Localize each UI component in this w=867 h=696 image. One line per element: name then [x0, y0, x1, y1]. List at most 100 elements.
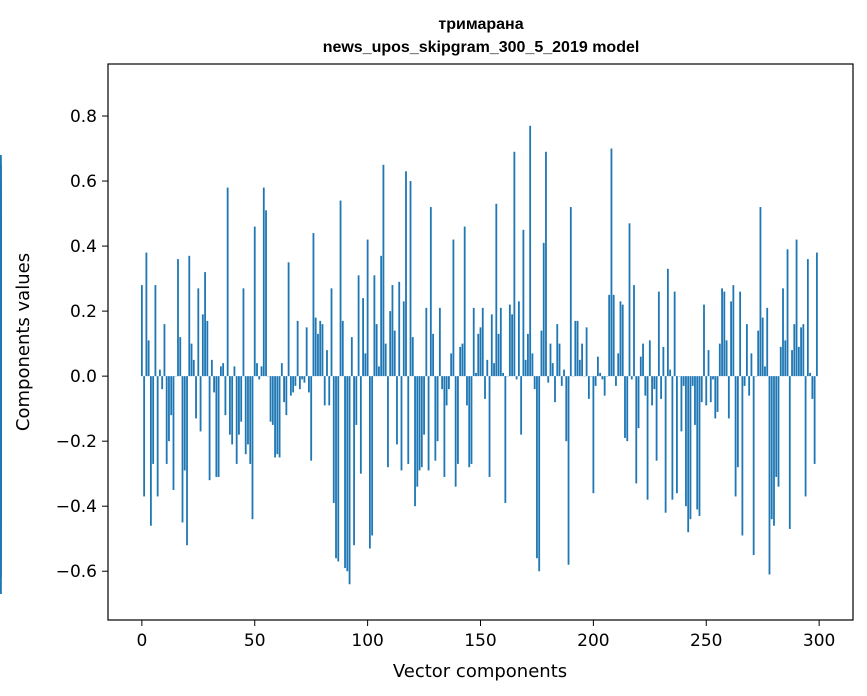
y-tick-label: 0.8	[70, 107, 97, 127]
bar	[569, 207, 572, 377]
bar	[432, 333, 434, 377]
bar	[750, 353, 753, 377]
y-tick-label: 0.0	[70, 367, 97, 387]
bar	[626, 376, 629, 442]
bar	[592, 376, 595, 494]
bar	[644, 376, 647, 396]
bar	[486, 359, 489, 377]
bar	[253, 226, 256, 377]
bar	[669, 369, 672, 377]
bar	[242, 288, 245, 377]
bar	[468, 376, 471, 468]
bar	[574, 320, 577, 377]
bar	[298, 376, 301, 390]
bar	[222, 363, 225, 377]
bar	[140, 285, 143, 377]
bar	[709, 376, 712, 403]
bar	[721, 288, 723, 377]
bar	[258, 376, 261, 380]
bar	[459, 346, 462, 377]
bar	[761, 317, 764, 377]
bar	[524, 359, 527, 377]
bar	[813, 376, 816, 464]
bar	[680, 376, 683, 432]
bar	[707, 350, 710, 377]
bar	[256, 363, 258, 377]
bar	[213, 376, 216, 393]
bar	[508, 304, 511, 377]
bar	[181, 376, 184, 523]
bar	[238, 376, 240, 435]
bar	[179, 337, 182, 377]
bar	[558, 343, 561, 377]
bar	[186, 376, 188, 546]
bar	[208, 376, 211, 481]
bar	[314, 317, 317, 377]
bar	[698, 376, 701, 516]
bar	[682, 376, 685, 386]
bar	[296, 320, 299, 377]
bar	[292, 376, 295, 393]
bar	[310, 376, 313, 461]
bar	[705, 376, 708, 406]
bar	[554, 376, 556, 403]
bar	[409, 181, 412, 377]
bar	[646, 376, 649, 500]
bar	[447, 376, 450, 390]
bar	[608, 294, 611, 377]
bar	[662, 346, 665, 377]
bar	[287, 262, 290, 377]
bar	[757, 330, 760, 377]
bar	[341, 320, 344, 377]
bar	[727, 376, 730, 419]
bar	[484, 376, 486, 399]
bar	[504, 376, 507, 503]
bar	[517, 301, 520, 377]
bar	[797, 346, 800, 377]
bar	[249, 376, 252, 464]
bar	[601, 376, 604, 380]
bar	[149, 376, 152, 526]
bar	[676, 376, 678, 494]
bar	[353, 376, 355, 546]
bar	[648, 340, 651, 377]
bar	[712, 376, 714, 380]
bar	[630, 376, 633, 380]
bar	[188, 255, 191, 377]
bar	[452, 239, 455, 377]
bar	[438, 307, 441, 377]
bar	[515, 376, 518, 380]
bar	[163, 324, 166, 377]
bar	[443, 376, 446, 477]
x-tick-label: 100	[351, 631, 383, 651]
bar	[791, 350, 793, 377]
bar	[752, 376, 755, 555]
bar	[651, 376, 653, 406]
bar	[475, 372, 477, 377]
bar	[416, 376, 419, 487]
bar	[357, 275, 360, 377]
bar	[308, 376, 310, 393]
bar	[653, 376, 656, 390]
bar	[615, 376, 617, 386]
bar	[305, 327, 308, 377]
bar	[689, 376, 692, 520]
bar	[436, 376, 439, 442]
bar	[466, 376, 468, 406]
bar	[319, 320, 322, 377]
bar	[247, 376, 249, 445]
bar	[393, 330, 396, 377]
bar	[177, 259, 179, 377]
bar	[457, 376, 459, 464]
bar	[773, 376, 775, 526]
bar	[685, 376, 687, 507]
bar	[488, 376, 491, 477]
bar	[739, 291, 742, 377]
bar	[497, 333, 500, 377]
bar	[402, 301, 405, 377]
bar	[280, 363, 283, 377]
bar	[734, 376, 737, 497]
chart-title: тримарана	[438, 16, 523, 33]
bar	[660, 376, 663, 399]
